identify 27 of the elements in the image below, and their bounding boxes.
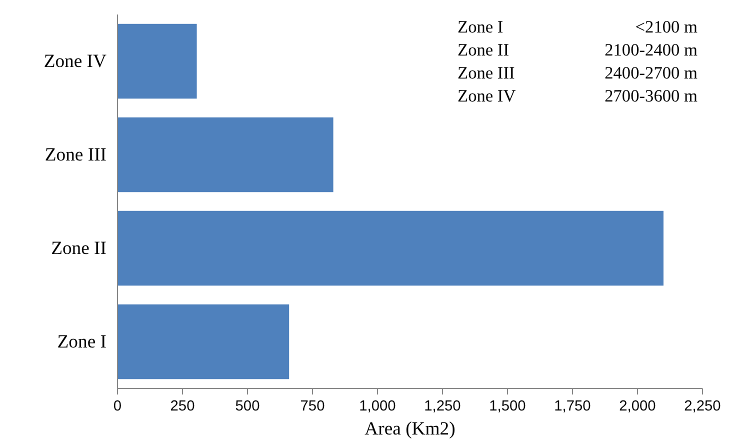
- bar: [118, 24, 197, 99]
- annotation: Zone I: [458, 18, 504, 36]
- annotation: Zone III: [458, 64, 515, 82]
- x-axis-title: Area (Km2): [364, 418, 456, 440]
- x-tick-label: 750: [300, 398, 325, 414]
- x-tick-label: 1,750: [554, 398, 591, 414]
- annotation: Zone II: [458, 40, 510, 60]
- annotation: <2100 m: [635, 18, 698, 36]
- x-tick-label: 500: [235, 398, 260, 414]
- annotation: 2100-2400 m: [604, 40, 698, 60]
- y-tick-label: Zone III: [44, 144, 107, 166]
- x-tick-label: 1,500: [489, 398, 526, 414]
- x-tick-label: 1,250: [424, 398, 461, 414]
- annotation: 2700-3600 m: [604, 86, 698, 106]
- y-tick-label: Zone II: [51, 238, 107, 259]
- bar: [118, 304, 290, 380]
- y-tick-label: Zone IV: [44, 50, 108, 72]
- x-tick-label: 2,250: [684, 398, 721, 414]
- bar: [118, 117, 334, 192]
- x-tick-label: 0: [113, 398, 122, 414]
- annotation: 2400-2700 m: [604, 64, 698, 82]
- x-tick-label: 1,000: [359, 398, 396, 414]
- x-tick-label: 2,000: [619, 398, 656, 414]
- annotation: Zone IV: [458, 86, 516, 106]
- bar: [118, 210, 664, 286]
- y-tick-label: Zone I: [57, 331, 107, 352]
- x-tick-label: 250: [170, 398, 195, 414]
